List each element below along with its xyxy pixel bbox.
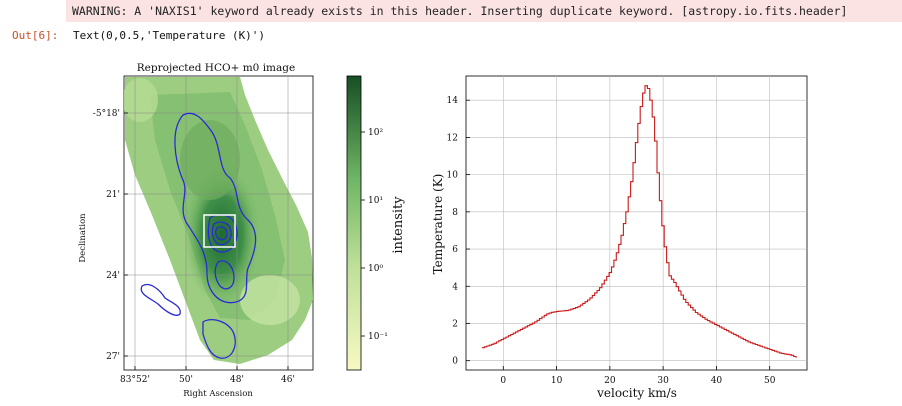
contour-south-clump — [214, 260, 235, 290]
colorbar: 10² 10¹ 10⁰ 10⁻¹ intensity — [346, 75, 406, 371]
spectrum-y-tick-label: 10 — [447, 171, 459, 181]
map-x-axis-label: Right Ascension — [183, 389, 253, 399]
map-y-tick-label: -5°18' — [93, 109, 120, 119]
map-panel: Reprojected HCO+ m0 image -5°18' 21' 24'… — [78, 62, 314, 399]
map-x-tick-label: 83°52' — [120, 375, 150, 385]
spectrum-y-tick-label: 0 — [452, 357, 458, 367]
spectrum-axes-frame — [465, 75, 808, 371]
spectrum-y-tick-label: 14 — [447, 96, 459, 106]
spectrum-x-tick-label: 40 — [711, 376, 723, 386]
map-y-tick-label: 21' — [106, 190, 120, 200]
map-x-tick-label: 48' — [230, 375, 244, 385]
map-south-faint — [240, 275, 300, 325]
spectrum-x-tick-label: 0 — [500, 376, 506, 386]
spectrum-y-tick-label: 4 — [452, 282, 458, 292]
map-selection-box — [203, 214, 236, 248]
colorbar-tick-label: 10⁰ — [368, 264, 383, 274]
spectrum-y-tick-label: 2 — [452, 319, 458, 329]
spectrum-y-tick-label: 12 — [447, 133, 458, 143]
spectrum-x-tick-label: 30 — [657, 376, 669, 386]
contour-outer-main — [174, 112, 257, 304]
spectrum-x-tick-label: 50 — [764, 376, 776, 386]
contour-south-blob — [202, 319, 236, 359]
spectrum-x-tick-label: 10 — [551, 376, 563, 386]
contour-core-2 — [214, 226, 228, 241]
warning-stderr-output: WARNING: A 'NAXIS1' keyword already exis… — [66, 0, 902, 22]
colorbar-tick-label: 10² — [368, 128, 383, 138]
contour-core-1 — [211, 221, 232, 246]
map-north-clump — [180, 120, 240, 200]
output-prompt: Out[6]: — [12, 29, 59, 42]
map-x-tick-label: 46' — [281, 375, 295, 385]
spectrum-grid — [466, 76, 807, 370]
contour-west — [140, 283, 181, 316]
map-bright-core — [184, 165, 260, 305]
colorbar-label: intensity — [391, 196, 406, 254]
colorbar-tick-label: 10¹ — [368, 196, 383, 206]
map-y-tick-label: 27' — [106, 352, 120, 362]
spectrum-ticks: 0 10 20 30 40 50 0 2 4 6 8 10 12 14 — [447, 96, 776, 386]
spectrum-panel: 0 10 20 30 40 50 0 2 4 6 8 10 12 14 velocity km/s Tem… — [431, 75, 808, 400]
spectrum-x-tick-label: 20 — [604, 376, 616, 386]
map-title: Reprojected HCO+ m0 image — [137, 62, 295, 74]
output-text: Text(0,0.5,'Temperature (K)') — [73, 29, 266, 42]
map-y-tick-label: 24' — [106, 271, 120, 281]
spectrum-y-axis-label: Temperature (K) — [431, 174, 445, 275]
spectrum-line — [482, 85, 797, 358]
map-y-axis-label: Declination — [78, 213, 88, 263]
spectrum-y-tick-label: 8 — [452, 208, 458, 218]
colorbar-gradient — [346, 75, 362, 371]
map-x-tick-label: 50' — [179, 375, 193, 385]
spectrum-x-axis-label: velocity km/s — [596, 386, 677, 400]
colorbar-tick-label: 10⁻¹ — [368, 332, 388, 342]
spectrum-y-tick-label: 6 — [452, 245, 458, 255]
